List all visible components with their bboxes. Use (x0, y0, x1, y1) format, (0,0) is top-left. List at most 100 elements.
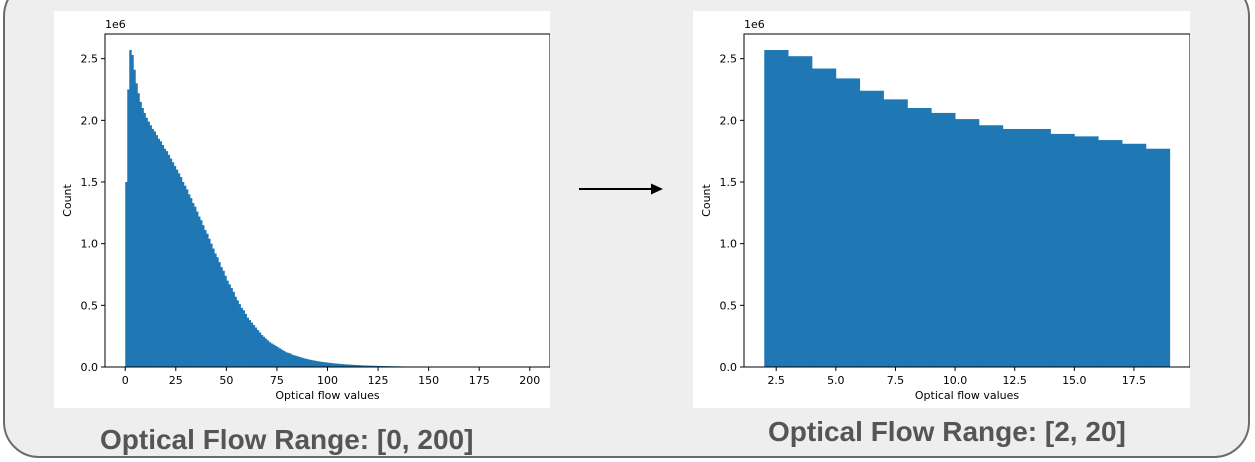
x-tick-label: 2.5 (767, 374, 785, 387)
histogram-bar (376, 365, 379, 367)
y-tick-label: 1.5 (720, 176, 738, 189)
histogram-bar (931, 112, 956, 368)
histogram-bar (295, 355, 298, 367)
y-tick-label: 1.0 (720, 238, 738, 251)
y-tick-label: 0.5 (720, 299, 738, 312)
histogram-bar (165, 151, 169, 367)
histogram-bar (163, 148, 167, 367)
histogram-bar (210, 243, 213, 367)
x-tick-label: 75 (270, 374, 284, 387)
histogram-bar (1074, 136, 1099, 367)
histogram-bar (141, 108, 144, 367)
histogram-bar (159, 141, 163, 367)
histogram-bar (835, 78, 861, 368)
histogram-bar (244, 313, 247, 367)
histogram-bar (236, 300, 239, 367)
histogram-bar (307, 359, 310, 367)
histogram-bar (293, 355, 296, 367)
y-tick-label: 1.0 (81, 238, 99, 251)
histogram-bar (374, 365, 377, 367)
x-tick-label: 100 (317, 374, 338, 387)
histogram-bar (287, 352, 290, 367)
histogram-bar (297, 356, 300, 367)
histogram-bar (347, 364, 351, 367)
histogram-bar (256, 330, 260, 367)
x-tick-label: 25 (169, 374, 183, 387)
histogram-bar (1122, 143, 1147, 367)
histogram-bar (208, 238, 211, 367)
histogram-bar (349, 364, 353, 367)
histogram-bar (204, 230, 207, 367)
histogram-bar (363, 365, 367, 367)
histogram-panel-left: 0 25 50 75 100 125 150 175 200 0.0 0.5 1.0 1.5 2.0 2.5… (54, 11, 550, 408)
histogram-bar (254, 327, 258, 367)
histogram-bar (187, 194, 191, 367)
histogram-bar (135, 83, 138, 367)
histogram-bar (311, 360, 314, 367)
histogram-bar (359, 365, 363, 367)
histogram-bar (145, 117, 148, 368)
histogram-bar (278, 348, 282, 367)
histogram-bar (196, 211, 199, 367)
histogram-bar (280, 349, 284, 367)
histogram-bar (266, 340, 270, 367)
histogram-bar (907, 108, 932, 367)
histogram-bar (345, 364, 349, 367)
histogram-bar (181, 182, 185, 367)
histogram-bar (367, 365, 371, 367)
histogram-bar (238, 304, 241, 367)
histogram-bar (129, 50, 132, 367)
y-offset-text: 1e6 (105, 18, 126, 31)
histogram-bar (183, 185, 187, 367)
x-tick-label: 50 (219, 374, 233, 387)
x-tick-label: 7.5 (887, 374, 905, 387)
histogram-bar (232, 291, 235, 367)
y-axis-label: Count (700, 183, 713, 216)
histogram-bar (339, 363, 343, 367)
histogram-bar (289, 353, 292, 367)
histogram-bar (325, 362, 328, 367)
x-tick-label: 12.5 (1002, 374, 1027, 387)
histogram-bar (189, 198, 193, 367)
histogram-bar (169, 158, 173, 367)
histogram-bar (337, 363, 341, 367)
histogram-bar (315, 360, 318, 367)
histogram-bar (299, 357, 302, 367)
axes-frame (743, 33, 1190, 368)
y-tick-label: 0.0 (81, 361, 99, 374)
y-tick-label: 2.0 (720, 114, 738, 127)
histogram-bar (252, 325, 256, 367)
histogram-bar (185, 189, 189, 367)
histogram-bar (149, 125, 152, 368)
histogram-bar (133, 69, 136, 367)
histogram-bar (365, 365, 369, 367)
histogram-bar (283, 350, 286, 367)
x-tick-label: 17.5 (1122, 374, 1147, 387)
x-tick-label: 5.0 (827, 374, 845, 387)
histogram-bar (351, 364, 355, 367)
histogram-bar (127, 89, 130, 367)
histogram-bar (131, 54, 134, 367)
caption-left: Optical Flow Range: [0, 200] (100, 424, 474, 455)
histogram-bar (305, 358, 308, 367)
histogram-panel-right: 2.5 5.0 7.5 10.0 12.5 15.0 17.5 0.0 0.5 1.0 1.5 2.0… (693, 11, 1190, 408)
x-tick-label: 125 (368, 374, 389, 387)
histogram-bar (258, 332, 262, 367)
histogram-bar (175, 169, 179, 367)
y-offset-text: 1e6 (744, 18, 765, 31)
histogram-bar (248, 320, 252, 367)
bars-group (764, 50, 1171, 368)
histogram-bar (202, 225, 205, 367)
histogram-bar (955, 119, 980, 367)
histogram-bar (220, 267, 223, 367)
transition-arrow (579, 180, 669, 200)
histogram-bar (276, 347, 280, 367)
histogram-bar (212, 248, 215, 367)
histogram-bar (329, 362, 332, 367)
histogram-bar (355, 365, 359, 367)
histogram-bar (303, 358, 306, 367)
y-tick-label: 2.5 (81, 53, 99, 66)
histogram-bar (978, 125, 1004, 368)
histogram-bar (206, 233, 209, 367)
histogram-bar (285, 352, 288, 367)
